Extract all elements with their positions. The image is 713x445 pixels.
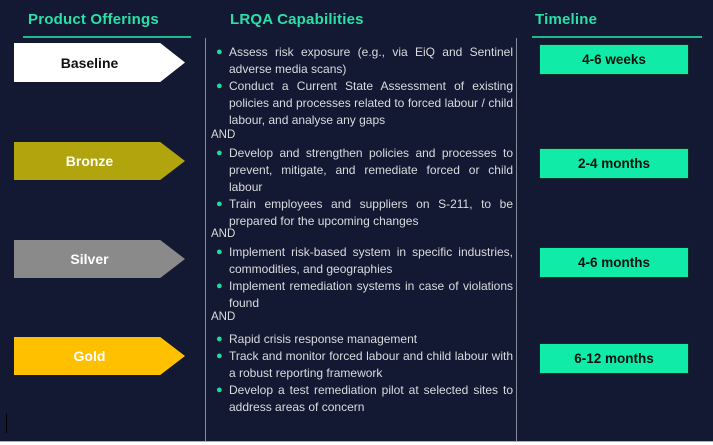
offering-label-bronze: Bronze <box>65 153 114 169</box>
bullet-item: ● Track and monitor forced labour and ch… <box>211 348 513 382</box>
column-header-timeline: Timeline <box>535 11 598 28</box>
bullet-item: ● Assess risk exposure (e.g., via EiQ an… <box>211 44 513 78</box>
bullet-dot-icon: ● <box>216 46 223 58</box>
capabilities-section-silver: ● Implement risk-based system in specifi… <box>211 244 513 312</box>
and-connector-3: AND <box>211 311 236 323</box>
bullet-dot-icon: ● <box>216 350 223 362</box>
bullet-item: ● Rapid crisis response management <box>211 331 513 348</box>
offering-label-gold: Gold <box>73 348 106 364</box>
bullet-text: Implement remediation systems in case of… <box>229 279 513 310</box>
capabilities-section-baseline: ● Assess risk exposure (e.g., via EiQ an… <box>211 44 513 129</box>
bullet-text: Assess risk exposure (e.g., via EiQ and … <box>229 45 513 76</box>
bullet-item: ● Implement remediation systems in case … <box>211 278 513 312</box>
offering-arrow-gold: Gold <box>14 337 185 375</box>
bullet-dot-icon: ● <box>216 333 223 345</box>
bullet-text: Conduct a Current State Assessment of ex… <box>229 79 513 127</box>
bullet-item: ● Implement risk-based system in specifi… <box>211 244 513 278</box>
column-header-product-offerings: Product Offerings <box>28 11 159 28</box>
offering-arrow-baseline: Baseline <box>14 43 185 82</box>
and-connector-1: AND <box>211 129 236 141</box>
capabilities-section-bronze: ● Develop and strengthen policies and pr… <box>211 145 513 230</box>
bullet-item: ● Develop and strengthen policies and pr… <box>211 145 513 196</box>
bullet-dot-icon: ● <box>216 280 223 292</box>
bullet-item: ● Develop a test remediation pilot at se… <box>211 382 513 416</box>
bullet-dot-icon: ● <box>216 198 223 210</box>
offerings-header-underline <box>23 36 191 38</box>
and-connector-2: AND <box>211 228 236 240</box>
timeline-label: 4-6 months <box>577 255 650 270</box>
bullet-text: Track and monitor forced labour and chil… <box>229 349 513 380</box>
timeline-box-silver: 4-6 months <box>539 247 689 278</box>
bullet-text: Train employees and suppliers on S-211, … <box>229 197 513 228</box>
column-divider-left <box>205 38 206 441</box>
timeline-header-underline <box>532 36 702 38</box>
bullet-dot-icon: ● <box>216 246 223 258</box>
bullet-dot-icon: ● <box>216 147 223 159</box>
timeline-label: 2-4 months <box>577 156 650 171</box>
offering-label-silver: Silver <box>70 251 109 267</box>
timeline-box-baseline: 4-6 weeks <box>539 44 689 75</box>
bullet-item: ● Conduct a Current State Assessment of … <box>211 78 513 129</box>
timeline-box-bronze: 2-4 months <box>539 148 689 179</box>
bullet-text: Develop a test remediation pilot at sele… <box>229 383 513 414</box>
column-header-lrqa-capabilities: LRQA Capabilities <box>230 11 364 28</box>
offering-arrow-bronze: Bronze <box>14 142 185 180</box>
bullet-text: Implement risk-based system in specific … <box>229 245 513 276</box>
bullet-dot-icon: ● <box>216 80 223 92</box>
bullet-text: Rapid crisis response management <box>229 332 418 346</box>
offering-arrow-silver: Silver <box>14 240 185 278</box>
bullet-text: Develop and strengthen policies and proc… <box>229 146 513 194</box>
timeline-label: 4-6 weeks <box>582 52 646 67</box>
timeline-label: 6-12 months <box>574 351 654 366</box>
timeline-box-gold: 6-12 months <box>539 343 689 374</box>
bullet-dot-icon: ● <box>216 384 223 396</box>
column-divider-right <box>516 38 517 441</box>
text-cursor-artifact <box>6 414 7 433</box>
capabilities-section-gold: ● Rapid crisis response management ● Tra… <box>211 331 513 416</box>
offering-label-baseline: Baseline <box>60 54 119 71</box>
bullet-item: ● Train employees and suppliers on S-211… <box>211 196 513 230</box>
